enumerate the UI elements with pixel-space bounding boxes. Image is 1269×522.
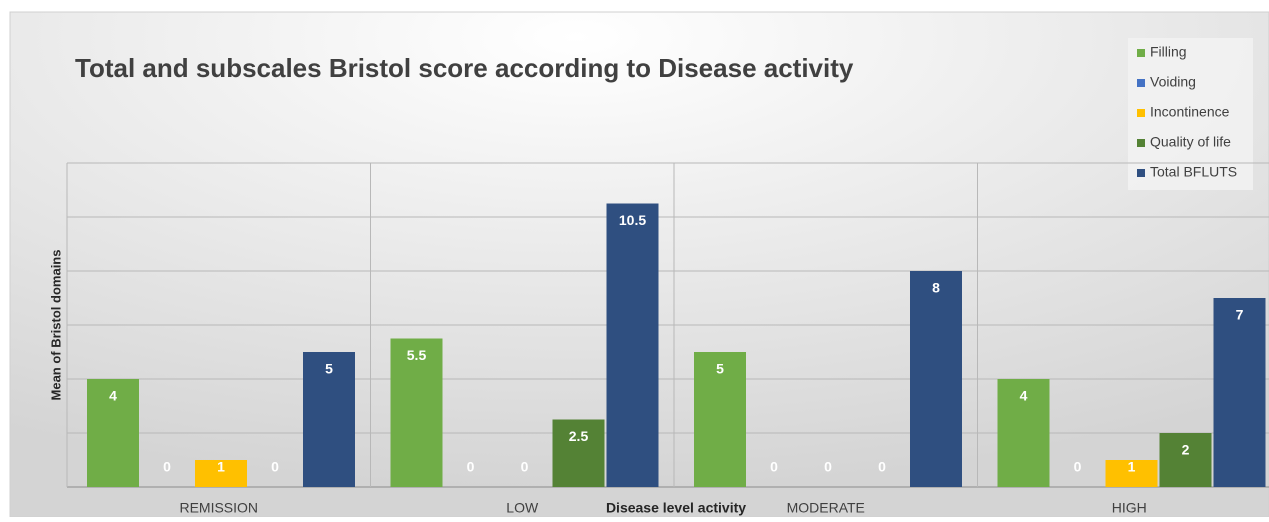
data-label: 5	[325, 361, 333, 377]
data-label: 1	[217, 459, 225, 475]
y-axis-title: Mean of Bristol domains	[48, 250, 63, 401]
bar	[997, 379, 1050, 487]
data-label: 2	[1182, 442, 1190, 458]
bar	[552, 419, 605, 487]
bar	[195, 460, 247, 487]
bar	[390, 338, 443, 487]
data-label: 0	[770, 459, 778, 475]
data-label: 5.5	[407, 347, 427, 363]
legend-label: Total BFLUTS	[1150, 164, 1237, 180]
legend-swatch	[1137, 49, 1145, 57]
data-label: 0	[521, 459, 529, 475]
bar	[87, 379, 139, 487]
bar	[606, 203, 659, 487]
legend-label: Voiding	[1150, 74, 1196, 90]
bar	[303, 352, 355, 487]
bar	[1105, 460, 1158, 487]
bar	[1159, 433, 1212, 487]
data-label: 0	[878, 459, 886, 475]
bar	[1213, 298, 1266, 487]
data-label: 8	[932, 280, 940, 296]
data-label: 0	[467, 459, 475, 475]
x-tick-label: REMISSION	[179, 500, 258, 516]
x-tick-label: MODERATE	[787, 500, 865, 516]
legend-swatch	[1137, 139, 1145, 147]
x-axis-title: Disease level activity	[606, 500, 746, 516]
data-label: 4	[1020, 388, 1028, 404]
legend-label: Filling	[1150, 44, 1187, 60]
data-label: 10.5	[619, 212, 646, 228]
data-label: 7	[1236, 307, 1244, 323]
legend-swatch	[1137, 79, 1145, 87]
legend-swatch	[1137, 109, 1145, 117]
legend-label: Incontinence	[1150, 104, 1230, 120]
chart-title: Total and subscales Bristol score accord…	[75, 53, 854, 83]
data-label: 0	[1074, 459, 1082, 475]
data-label: 2.5	[569, 428, 589, 444]
data-label: 1	[1128, 459, 1136, 475]
legend-box	[1128, 38, 1253, 190]
data-label: 5	[716, 361, 724, 377]
data-label: 0	[824, 459, 832, 475]
data-label: 0	[271, 459, 279, 475]
x-tick-label: HIGH	[1112, 500, 1147, 516]
data-label: 4	[109, 388, 117, 404]
legend-label: Quality of life	[1150, 134, 1231, 150]
data-label: 0	[163, 459, 171, 475]
bar	[694, 352, 746, 487]
bar	[910, 271, 962, 487]
legend-swatch	[1137, 169, 1145, 177]
x-tick-label: LOW	[506, 500, 539, 516]
